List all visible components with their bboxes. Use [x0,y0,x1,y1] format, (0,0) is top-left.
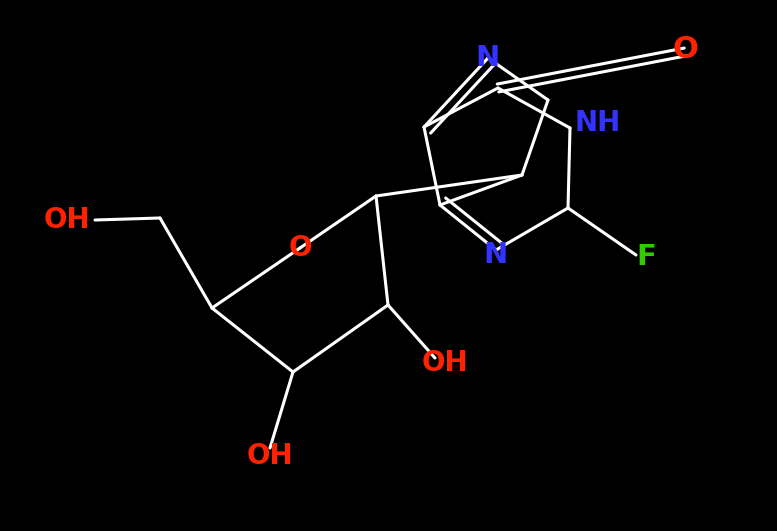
Text: O: O [288,234,312,262]
Text: NH: NH [575,109,621,137]
Text: N: N [484,241,508,269]
Text: O: O [672,36,698,64]
Text: OH: OH [422,349,469,377]
Text: OH: OH [44,206,90,234]
Text: N: N [476,44,500,72]
Text: OH: OH [246,442,293,470]
Text: F: F [636,243,656,271]
